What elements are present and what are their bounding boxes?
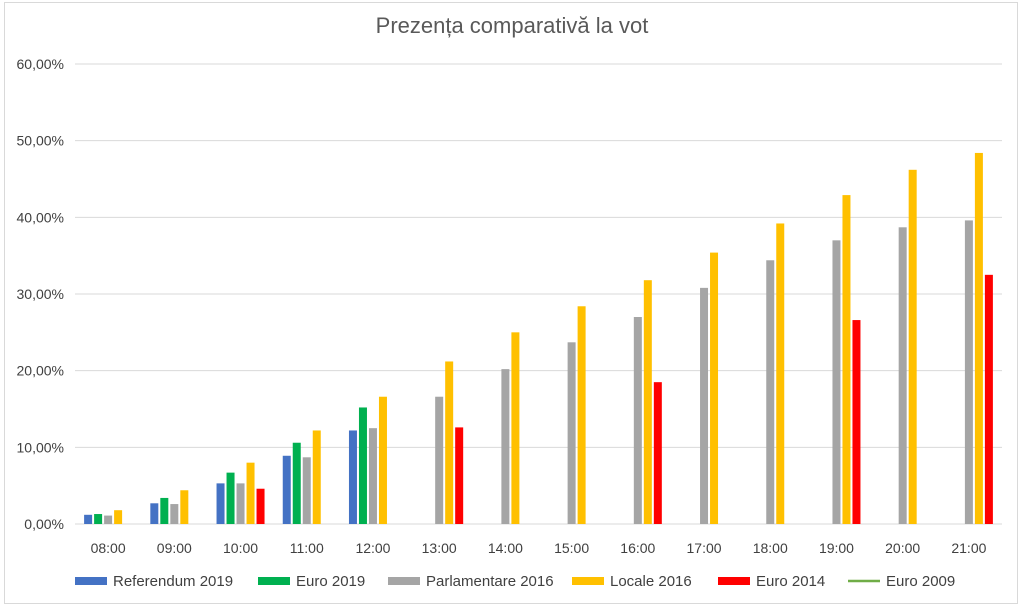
bar-referendum-2019-0800 bbox=[84, 514, 93, 524]
bar-locale-2016-0900 bbox=[180, 490, 189, 524]
bar-referendum-2019-1100 bbox=[282, 455, 291, 524]
legend-swatch-referendum-2019 bbox=[75, 577, 107, 585]
bar-euro-2019-0900 bbox=[160, 497, 169, 524]
legend-swatch-parlamentare-2016 bbox=[388, 577, 420, 585]
bar-locale-2016-1300 bbox=[445, 361, 454, 524]
x-tick-label: 18:00 bbox=[753, 540, 788, 556]
bar-referendum-2019-0900 bbox=[150, 503, 159, 524]
bar-locale-2016-2000 bbox=[908, 169, 917, 525]
bar-locale-2016-1800 bbox=[776, 223, 785, 524]
x-tick-label: 14:00 bbox=[488, 540, 523, 556]
gridlines bbox=[75, 63, 1002, 525]
legend-label-euro-2009: Euro 2009 bbox=[886, 573, 955, 590]
bar-locale-2016-1200 bbox=[378, 396, 387, 524]
bar-parlamentare-2016-1000 bbox=[236, 483, 245, 524]
bar-parlamentare-2016-1400 bbox=[501, 369, 510, 524]
x-tick-label: 17:00 bbox=[687, 540, 722, 556]
y-tick-label: 40,00% bbox=[17, 209, 64, 225]
bar-euro-2019-0800 bbox=[94, 514, 103, 524]
bar-parlamentare-2016-1500 bbox=[567, 342, 576, 524]
bar-locale-2016-1100 bbox=[312, 430, 321, 524]
bar-referendum-2019-1200 bbox=[348, 430, 357, 524]
bar-locale-2016-2100 bbox=[974, 152, 983, 524]
bar-locale-2016-1400 bbox=[511, 332, 520, 524]
bar-euro-2014-1900 bbox=[852, 320, 861, 524]
y-tick-label: 50,00% bbox=[17, 133, 64, 149]
bars bbox=[84, 152, 993, 525]
bar-euro-2019-1100 bbox=[292, 442, 301, 524]
bar-parlamentare-2016-1100 bbox=[302, 457, 311, 524]
bar-parlamentare-2016-1700 bbox=[700, 287, 709, 524]
bar-parlamentare-2016-1900 bbox=[832, 240, 841, 525]
y-tick-label: 30,00% bbox=[17, 286, 64, 302]
legend-label-euro-2019: Euro 2019 bbox=[296, 573, 365, 590]
x-tick-label: 21:00 bbox=[951, 540, 986, 556]
y-tick-label: 0,00% bbox=[24, 516, 64, 532]
bar-euro-2014-1300 bbox=[455, 427, 464, 524]
bar-parlamentare-2016-1300 bbox=[435, 396, 444, 524]
bar-euro-2019-1000 bbox=[226, 472, 235, 524]
bar-locale-2016-1900 bbox=[842, 195, 851, 524]
legend: Referendum 2019 Euro 2019 Parlamentare 201… bbox=[75, 573, 955, 590]
bar-locale-2016-1000 bbox=[246, 462, 255, 524]
bar-referendum-2019-1000 bbox=[216, 483, 225, 524]
bar-euro-2014-1600 bbox=[653, 382, 662, 524]
x-tick-label: 09:00 bbox=[157, 540, 192, 556]
legend-label-parlamentare-2016: Parlamentare 2016 bbox=[426, 573, 554, 590]
bar-parlamentare-2016-1200 bbox=[368, 428, 377, 524]
legend-swatch-locale-2016 bbox=[572, 577, 604, 585]
x-tick-label: 11:00 bbox=[290, 540, 324, 556]
bar-euro-2014-1000 bbox=[256, 488, 265, 524]
x-axis-ticks: 08:00 09:00 10:00 11:00 12:00 13:00 14:00 15:00… bbox=[91, 540, 987, 556]
bar-locale-2016-1500 bbox=[577, 306, 586, 524]
x-tick-label: 19:00 bbox=[819, 540, 854, 556]
x-tick-label: 08:00 bbox=[91, 540, 126, 556]
x-tick-label: 10:00 bbox=[223, 540, 258, 556]
x-tick-label: 16:00 bbox=[620, 540, 655, 556]
bar-locale-2016-1600 bbox=[643, 280, 652, 524]
x-tick-label: 12:00 bbox=[355, 540, 390, 556]
y-tick-label: 60,00% bbox=[17, 56, 64, 72]
bar-euro-2014-2100 bbox=[984, 274, 993, 524]
x-tick-label: 13:00 bbox=[422, 540, 457, 556]
x-tick-label: 20:00 bbox=[885, 540, 920, 556]
bar-parlamentare-2016-2000 bbox=[898, 227, 907, 525]
bar-parlamentare-2016-2100 bbox=[964, 220, 973, 524]
legend-label-euro-2014: Euro 2014 bbox=[756, 573, 825, 590]
legend-swatch-euro-2014 bbox=[718, 577, 750, 585]
bar-parlamentare-2016-0800 bbox=[104, 515, 113, 524]
bar-parlamentare-2016-1800 bbox=[766, 260, 775, 524]
bar-parlamentare-2016-1600 bbox=[633, 317, 642, 524]
y-axis-ticks: 0,00% 10,00% 20,00% 30,00% 40,00% 50,00% 60,00… bbox=[17, 56, 64, 532]
x-tick-label: 15:00 bbox=[554, 540, 589, 556]
bar-locale-2016-0800 bbox=[114, 510, 123, 524]
legend-label-locale-2016: Locale 2016 bbox=[610, 573, 692, 590]
y-tick-label: 10,00% bbox=[17, 439, 64, 455]
bar-parlamentare-2016-0900 bbox=[170, 504, 179, 524]
y-tick-label: 20,00% bbox=[17, 363, 64, 379]
legend-label-referendum-2019: Referendum 2019 bbox=[113, 573, 233, 590]
bar-euro-2019-1200 bbox=[358, 407, 367, 524]
legend-swatch-euro-2019 bbox=[258, 577, 290, 585]
bar-locale-2016-1700 bbox=[710, 252, 719, 524]
chart-title: Prezența comparativă la vot bbox=[376, 13, 649, 38]
